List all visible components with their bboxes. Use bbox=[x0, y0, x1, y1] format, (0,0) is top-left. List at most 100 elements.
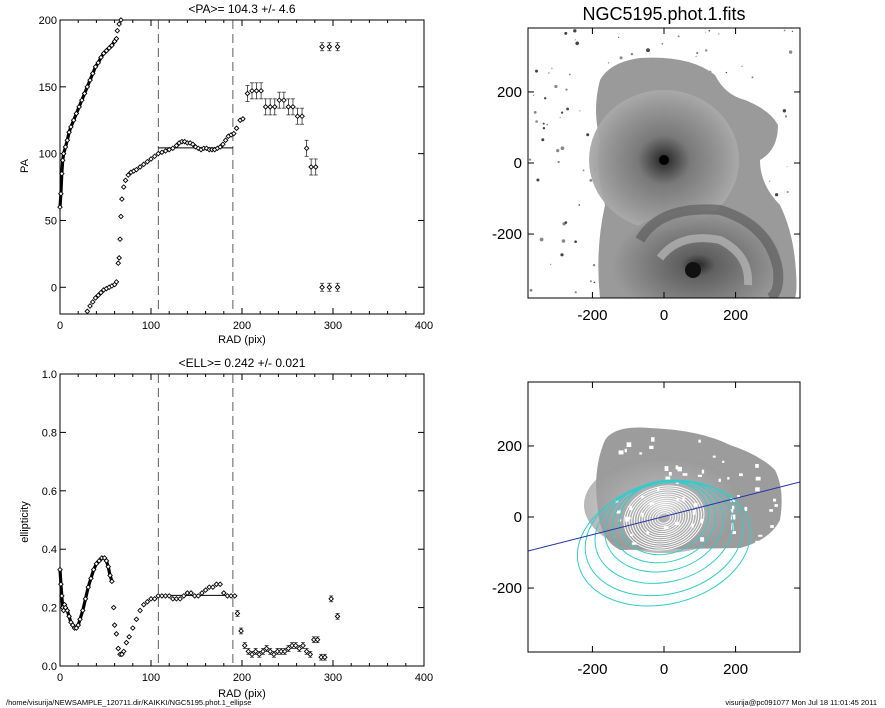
mask-patch bbox=[651, 437, 655, 442]
ell-title: <ELL>= 0.242 +/- 0.021 bbox=[179, 356, 306, 370]
data-point bbox=[59, 157, 66, 164]
data-point bbox=[109, 42, 115, 49]
ell-xlabel: RAD (pix) bbox=[218, 688, 266, 700]
pa-ylabel: PA bbox=[19, 158, 31, 173]
mask-patch bbox=[618, 519, 622, 522]
data-point bbox=[233, 125, 240, 132]
data-point bbox=[85, 584, 92, 590]
data-point bbox=[88, 575, 94, 582]
star bbox=[607, 62, 610, 64]
data-point bbox=[129, 625, 136, 631]
data-point bbox=[110, 604, 117, 611]
data-point bbox=[148, 156, 154, 162]
data-point bbox=[75, 622, 82, 628]
star bbox=[574, 39, 576, 41]
star bbox=[769, 180, 771, 182]
data-point bbox=[70, 117, 77, 124]
image-y-tick-label: 0 bbox=[514, 155, 522, 172]
star bbox=[528, 158, 532, 161]
isophote-ellipse bbox=[636, 495, 692, 541]
mask-patch bbox=[770, 525, 774, 528]
footer-timestamp: visurija@pc091077 Mon Jul 18 11:01:45 20… bbox=[725, 698, 877, 707]
data-point bbox=[166, 593, 173, 599]
mask-patch bbox=[761, 433, 766, 437]
data-point bbox=[326, 43, 333, 50]
image-y-tick-label: 200 bbox=[497, 438, 522, 455]
data-point bbox=[79, 607, 86, 614]
star bbox=[784, 115, 788, 118]
data-point bbox=[58, 190, 64, 197]
image-x-tick-label: 200 bbox=[723, 307, 748, 324]
data-point bbox=[188, 590, 194, 596]
data-point bbox=[107, 572, 113, 579]
data-point bbox=[276, 97, 283, 104]
x-tick-label: 0 bbox=[57, 672, 63, 684]
ellipticity-plot: <ELL>= 0.242 +/- 0.021 0 100 200 300 4000.00… bbox=[19, 356, 433, 700]
star bbox=[708, 30, 711, 32]
data-point bbox=[111, 622, 118, 628]
footer-path: /home/visurija/NEWSAMPLE_120711.dir/KAIK… bbox=[6, 698, 252, 707]
data-point bbox=[77, 616, 83, 623]
star bbox=[705, 49, 708, 52]
data-point bbox=[231, 593, 238, 599]
x-tick-label: 300 bbox=[324, 320, 342, 332]
star bbox=[619, 56, 623, 60]
data-point bbox=[285, 104, 292, 110]
mask-patch bbox=[722, 460, 725, 463]
data-point bbox=[144, 158, 151, 165]
data-point bbox=[64, 607, 71, 614]
data-point bbox=[57, 204, 63, 210]
star bbox=[574, 240, 577, 243]
data-point bbox=[281, 97, 287, 104]
star bbox=[565, 88, 568, 91]
data-point bbox=[234, 610, 241, 617]
data-point bbox=[90, 566, 97, 573]
data-point bbox=[103, 47, 110, 54]
star bbox=[535, 69, 538, 73]
data-point bbox=[98, 54, 104, 61]
isophote-ellipse bbox=[628, 489, 700, 547]
y-tick-label: 0.2 bbox=[42, 603, 57, 615]
y-tick-label: 200 bbox=[39, 15, 57, 27]
data-point bbox=[294, 113, 301, 120]
isophote-ellipse bbox=[656, 512, 672, 524]
data-point bbox=[299, 113, 305, 120]
data-point bbox=[253, 87, 260, 94]
star bbox=[559, 116, 561, 118]
data-point bbox=[222, 137, 229, 144]
data-point bbox=[57, 566, 63, 573]
data-point bbox=[319, 43, 325, 50]
data-point bbox=[115, 645, 122, 652]
ell-axes: 0 100 200 300 400 0.0 0.2 0.4 0.6 0.8 1.0 bbox=[42, 369, 433, 684]
data-point bbox=[321, 654, 328, 661]
data-point bbox=[290, 104, 296, 110]
star bbox=[544, 97, 547, 100]
star bbox=[560, 146, 565, 150]
y-tick-label: 0.0 bbox=[42, 661, 57, 673]
data-point bbox=[84, 83, 91, 90]
image-x-tick-label: 0 bbox=[660, 307, 668, 324]
data-point bbox=[68, 124, 74, 130]
star bbox=[578, 204, 581, 206]
data-point bbox=[307, 651, 314, 658]
data-point bbox=[180, 593, 187, 599]
star bbox=[564, 31, 568, 35]
star bbox=[554, 84, 558, 89]
ell-marks bbox=[57, 555, 341, 661]
data-curve bbox=[58, 37, 118, 208]
isophote-ellipse bbox=[646, 503, 682, 533]
image-y-tick-label: -200 bbox=[492, 226, 522, 243]
data-point bbox=[118, 213, 124, 220]
mask-patch bbox=[691, 523, 694, 528]
star bbox=[786, 191, 789, 193]
star bbox=[568, 73, 571, 76]
data-point bbox=[113, 631, 120, 637]
data-point bbox=[256, 651, 263, 658]
data-point bbox=[202, 587, 209, 593]
isophote-ellipse bbox=[644, 501, 684, 535]
mask-patch bbox=[639, 452, 643, 455]
data-point bbox=[119, 651, 125, 658]
data-point bbox=[199, 590, 205, 596]
data-point bbox=[89, 70, 96, 77]
